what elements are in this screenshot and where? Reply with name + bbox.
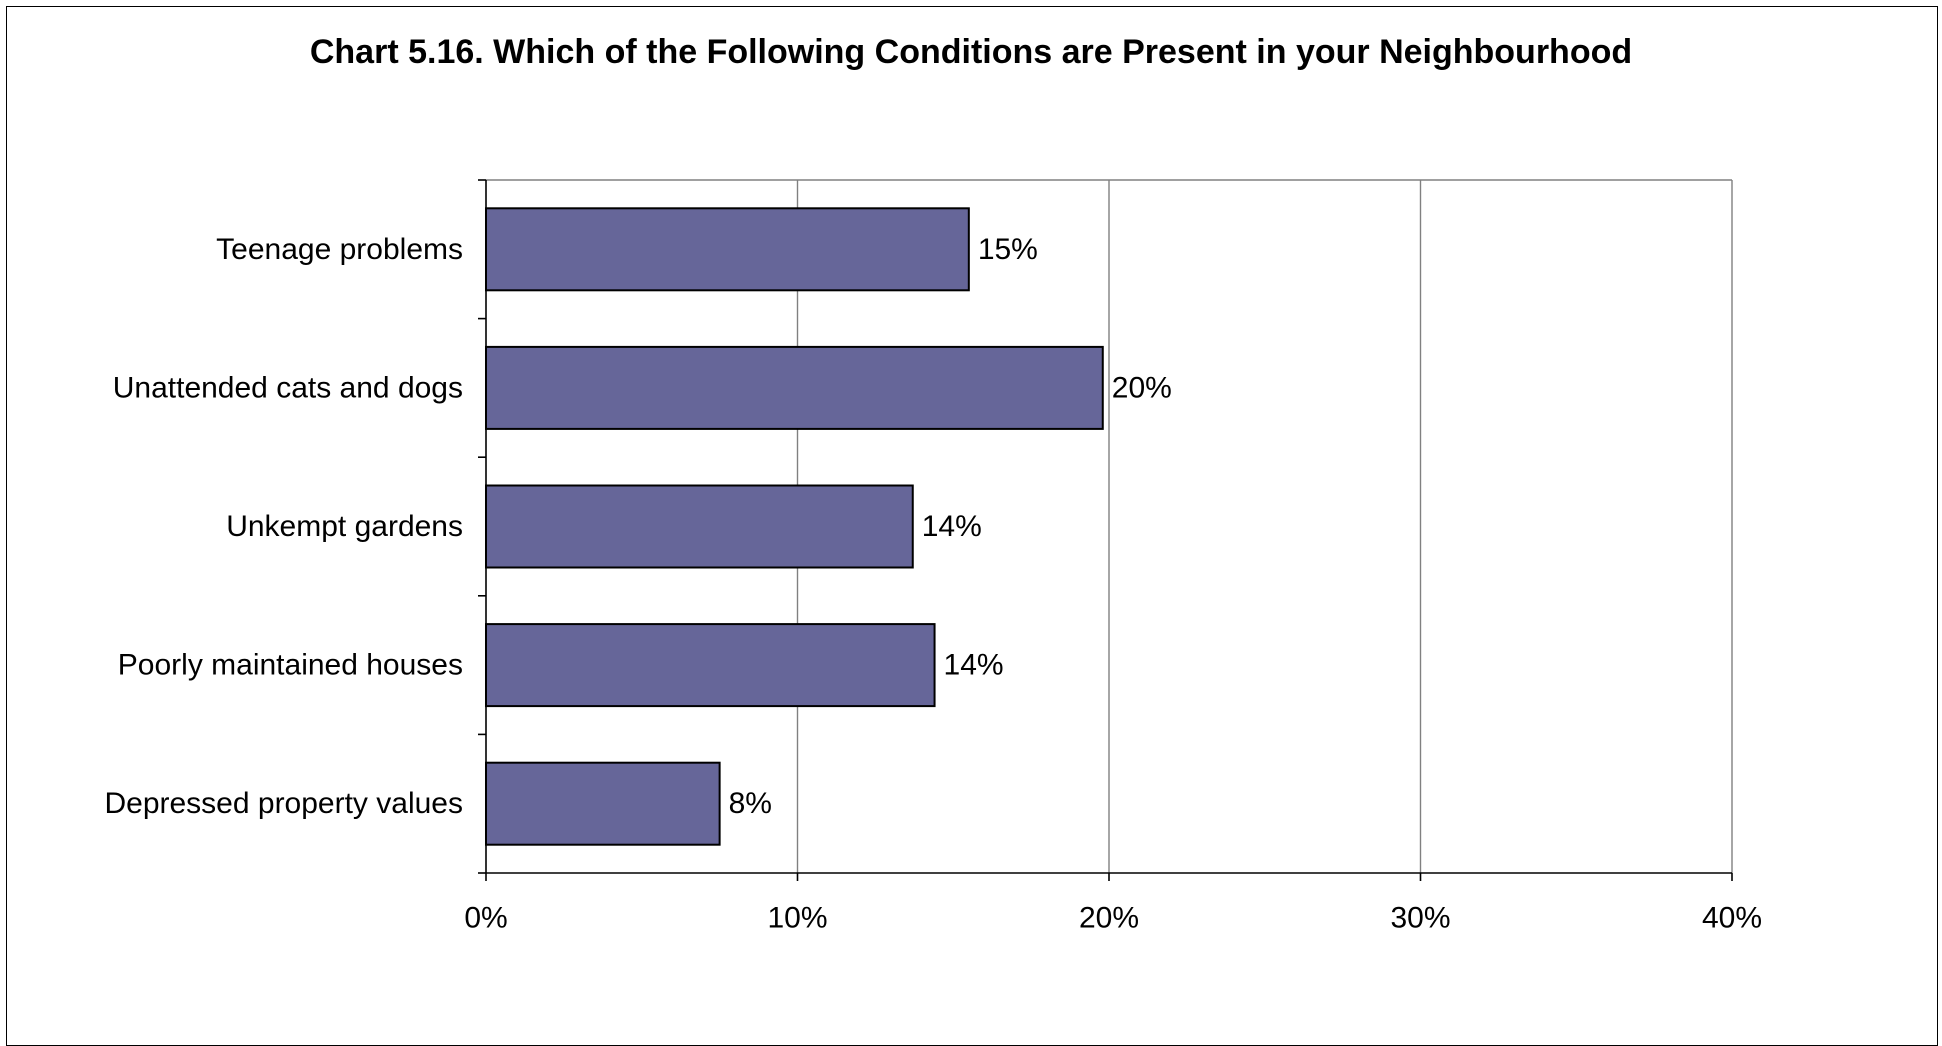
- x-tick-label-10: 10%: [767, 902, 827, 935]
- bar-4: [485, 761, 721, 846]
- labels: 15% Teenage problems 20% Unattended cats an…: [104, 233, 1762, 935]
- category-label-2: Unkempt gardens: [226, 510, 463, 543]
- data-label-4: 8%: [729, 787, 772, 820]
- category-label-3: Poorly maintained houses: [118, 649, 463, 682]
- x-tick-label-20: 20%: [1079, 902, 1139, 935]
- bar-0: [485, 207, 970, 292]
- category-label-1: Unattended cats and dogs: [113, 371, 463, 404]
- data-label-3: 14%: [944, 649, 1004, 682]
- data-label-0: 15%: [978, 233, 1038, 266]
- category-label-4: Depressed property values: [104, 787, 463, 820]
- chart-title: Chart 5.16. Which of the Following Condi…: [309, 33, 1633, 71]
- bars: [485, 207, 1104, 846]
- bar-3: [485, 623, 936, 708]
- gridlines: [486, 179, 1733, 873]
- data-label-2: 14%: [922, 510, 982, 543]
- category-label-0: Teenage problems: [216, 233, 463, 266]
- x-tick-label-40: 40%: [1702, 902, 1762, 935]
- x-tick-label-0: 0%: [464, 902, 507, 935]
- bar-1: [485, 345, 1104, 430]
- data-label-1: 20%: [1112, 371, 1172, 404]
- axes: [478, 179, 1733, 881]
- x-tick-label-30: 30%: [1390, 902, 1450, 935]
- bar-2: [485, 484, 914, 569]
